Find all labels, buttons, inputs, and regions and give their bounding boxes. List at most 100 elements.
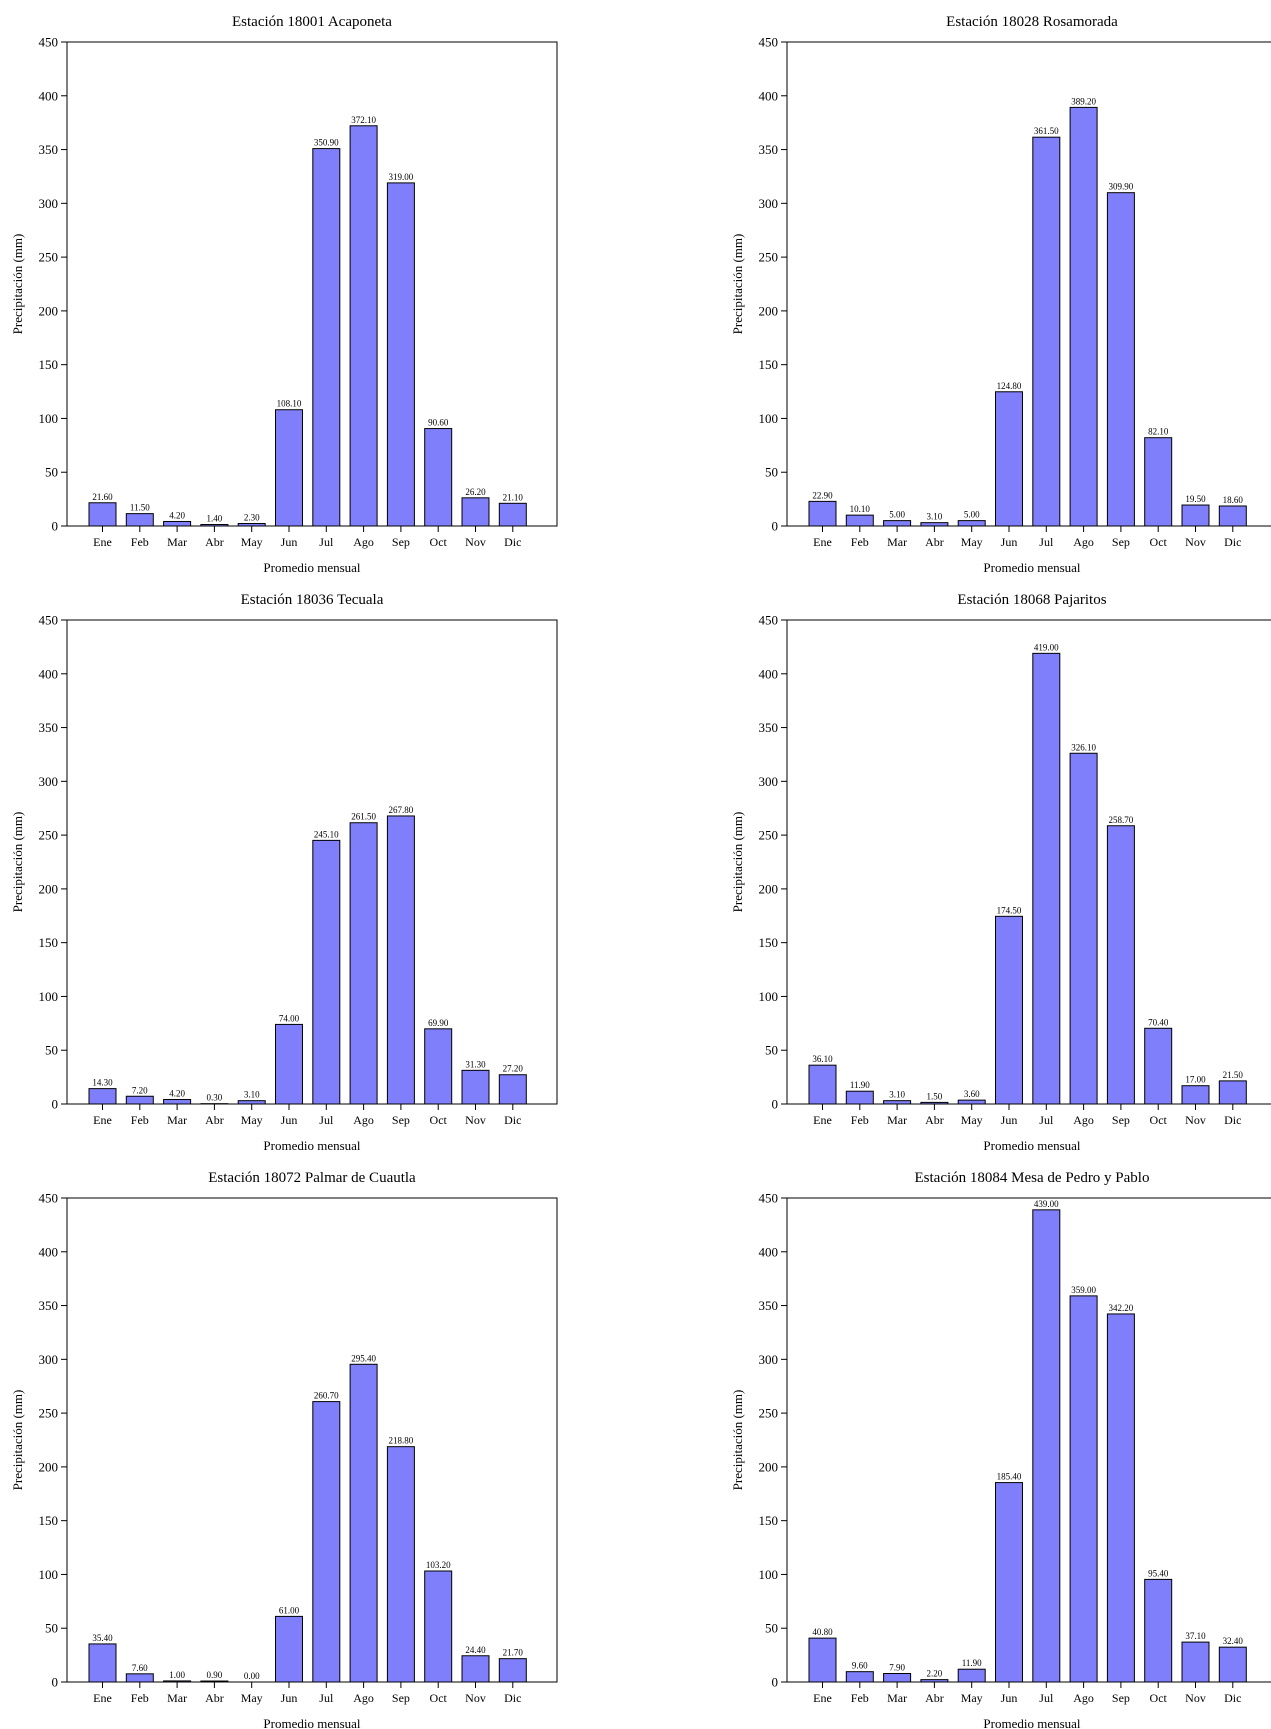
x-axis-label: Promedio mensual: [983, 1716, 1081, 1729]
data-label: 26.20: [465, 487, 486, 497]
y-tick-label: 100: [759, 1567, 779, 1582]
plot-frame: [66, 1197, 558, 1683]
bar: [1106, 192, 1135, 527]
y-tick-label: 50: [765, 1043, 778, 1058]
plot-frame: [786, 41, 1271, 527]
y-tick-label: 250: [759, 250, 779, 265]
bar: [808, 1064, 837, 1105]
data-label: 74.00: [279, 1013, 300, 1023]
bar: [163, 1098, 192, 1105]
y-tick-label: 200: [759, 881, 779, 896]
x-tick-label: Sep: [392, 1113, 410, 1127]
x-tick-label: Nov: [1185, 1113, 1206, 1127]
x-axis-label: Promedio mensual: [263, 560, 361, 575]
data-label: 69.90: [428, 1018, 449, 1028]
x-tick-label: Sep: [1112, 1113, 1130, 1127]
x-tick-label: Jun: [281, 1691, 298, 1705]
data-label: 36.10: [812, 1054, 833, 1064]
data-label: 95.40: [1148, 1568, 1169, 1578]
bar: [957, 520, 986, 527]
bar: [275, 1023, 303, 1105]
bar: [845, 514, 874, 527]
data-label: 40.80: [812, 1627, 833, 1637]
y-tick-label: 0: [772, 1675, 779, 1690]
data-label: 17.00: [1185, 1075, 1206, 1085]
data-label: 326.10: [1071, 742, 1096, 752]
y-tick-label: 100: [39, 411, 59, 426]
x-tick-label: Sep: [1112, 535, 1130, 549]
data-label: 389.20: [1071, 96, 1096, 106]
bar: [995, 915, 1023, 1105]
x-tick-label: Ago: [353, 1113, 374, 1127]
x-tick-label: Jul: [1039, 1113, 1054, 1127]
x-tick-label: Feb: [851, 1691, 869, 1705]
bar: [808, 500, 837, 527]
bar: [275, 409, 303, 527]
data-label: 5.00: [964, 510, 980, 520]
data-label: 359.00: [1071, 1285, 1096, 1295]
bar: [1218, 1646, 1247, 1683]
y-tick-label: 450: [39, 1191, 59, 1206]
x-tick-label: Feb: [131, 1113, 149, 1127]
bar: [1181, 1641, 1210, 1683]
data-label: 174.50: [997, 905, 1022, 915]
data-label: 18.60: [1223, 495, 1244, 505]
x-tick-label: Nov: [1185, 1691, 1206, 1705]
data-label: 3.10: [244, 1090, 260, 1100]
y-tick-label: 250: [759, 1406, 779, 1421]
y-tick-label: 400: [759, 1244, 779, 1259]
data-label: 22.90: [812, 490, 833, 500]
bar: [883, 520, 912, 527]
bar: [1032, 1209, 1061, 1683]
data-label: 61.00: [279, 1605, 300, 1615]
data-label: 2.20: [927, 1669, 943, 1679]
y-tick-label: 0: [772, 519, 779, 534]
x-tick-label: Ene: [813, 535, 832, 549]
bar: [461, 497, 490, 527]
chart-title: Estación 18068 Pajaritos: [957, 592, 1106, 608]
y-tick-label: 50: [45, 1621, 58, 1636]
y-tick-label: 450: [39, 35, 59, 50]
bar-chart: Estación 18036 Tecuala 0 50 100 150 200 250 300…: [10, 592, 558, 1153]
x-tick-label: Dic: [504, 535, 521, 549]
y-axis-label: Precipitación (mm): [730, 1390, 745, 1491]
x-tick-label: Nov: [1185, 535, 1206, 549]
chart-title: Estación 18028 Rosamorada: [946, 14, 1118, 30]
x-tick-label: Oct: [1150, 1113, 1168, 1127]
y-tick-label: 50: [45, 1043, 58, 1058]
data-label: 1.50: [927, 1091, 943, 1101]
bar-chart: Estación 18084 Mesa de Pedro y Pablo 0 50 1…: [730, 1170, 1271, 1729]
y-tick-label: 150: [759, 935, 779, 950]
x-tick-label: May: [241, 535, 263, 549]
x-tick-label: Dic: [1224, 1113, 1241, 1127]
data-label: 9.60: [852, 1661, 868, 1671]
bar: [312, 1401, 341, 1683]
y-tick-label: 300: [759, 774, 779, 789]
data-label: 103.20: [426, 1560, 451, 1570]
x-tick-label: Oct: [1150, 1691, 1168, 1705]
y-tick-label: 100: [759, 411, 779, 426]
bar: [461, 1655, 490, 1683]
y-tick-label: 400: [39, 88, 59, 103]
data-label: 27.20: [503, 1064, 524, 1074]
data-label: 245.10: [314, 829, 339, 839]
data-label: 21.70: [503, 1648, 524, 1658]
y-axis-label: Precipitación (mm): [10, 812, 25, 913]
bar: [1218, 505, 1247, 527]
x-tick-label: May: [961, 535, 983, 549]
data-label: 7.60: [132, 1663, 148, 1673]
x-tick-label: Mar: [167, 535, 187, 549]
data-label: 0.30: [207, 1093, 223, 1103]
bar: [237, 1100, 266, 1105]
y-tick-label: 400: [759, 666, 779, 681]
y-axis-label: Precipitación (mm): [730, 812, 745, 913]
x-tick-label: Nov: [465, 1113, 486, 1127]
x-tick-label: Ene: [93, 535, 112, 549]
x-tick-label: Abr: [205, 535, 224, 549]
bar: [1032, 136, 1061, 527]
data-label: 10.10: [850, 504, 871, 514]
chart-title: Estación 18084 Mesa de Pedro y Pablo: [915, 1170, 1150, 1186]
x-tick-label: Mar: [887, 1691, 907, 1705]
bar: [125, 1095, 154, 1105]
y-tick-label: 400: [39, 666, 59, 681]
